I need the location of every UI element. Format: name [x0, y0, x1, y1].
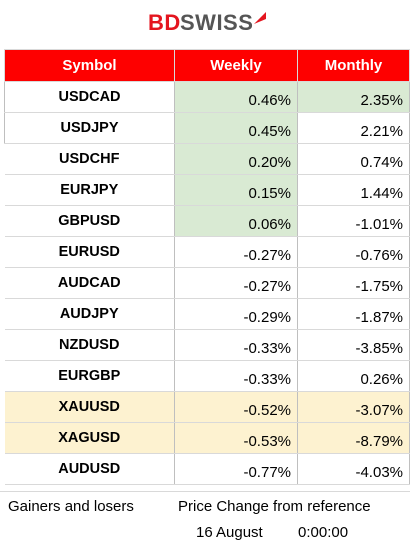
cell-weekly: 0.46%: [174, 81, 298, 113]
arrow-mark-icon: [254, 12, 266, 24]
table-row: EURJPY 0.15% 1.44%: [4, 174, 410, 206]
table-row: AUDJPY -0.29% -1.87%: [4, 298, 410, 330]
table-row: XAGUSD -0.53% -8.79%: [4, 422, 410, 454]
cell-monthly: -8.79%: [297, 422, 410, 454]
header-weekly: Weekly: [174, 49, 298, 82]
cell-monthly: 0.26%: [297, 360, 410, 392]
cell-symbol: AUDJPY: [4, 298, 175, 330]
table-row: USDCAD 0.46% 2.35%: [4, 81, 410, 113]
cell-symbol: AUDUSD: [4, 453, 175, 485]
cell-monthly: 2.35%: [297, 81, 410, 113]
cell-symbol: USDJPY: [4, 112, 175, 144]
cell-monthly: -3.07%: [297, 391, 410, 423]
cell-monthly: -3.85%: [297, 329, 410, 361]
cell-symbol: USDCAD: [4, 81, 175, 113]
footer-date: 16 August: [196, 524, 263, 541]
cell-monthly: -0.76%: [297, 236, 410, 268]
fx-performance-table: Symbol Weekly Monthly USDCAD 0.46% 2.35% US…: [4, 49, 410, 485]
cell-weekly: 0.45%: [174, 112, 298, 144]
cell-symbol: EURUSD: [4, 236, 175, 268]
cell-symbol: EURGBP: [4, 360, 175, 392]
cell-monthly: 0.74%: [297, 143, 410, 175]
header-monthly: Monthly: [297, 49, 410, 82]
header-symbol: Symbol: [4, 49, 175, 82]
cell-symbol: NZDUSD: [4, 329, 175, 361]
cell-weekly: -0.29%: [174, 298, 298, 330]
cell-weekly: -0.33%: [174, 360, 298, 392]
cell-monthly: -1.01%: [297, 205, 410, 237]
cell-monthly: 1.44%: [297, 174, 410, 206]
cell-monthly: 2.21%: [297, 112, 410, 144]
footer-label: Gainers and losers: [8, 498, 134, 515]
cell-weekly: -0.53%: [174, 422, 298, 454]
cell-weekly: -0.52%: [174, 391, 298, 423]
cell-weekly: 0.15%: [174, 174, 298, 206]
cell-symbol: EURJPY: [4, 174, 175, 206]
cell-symbol: GBPUSD: [4, 205, 175, 237]
table-row: AUDUSD -0.77% -4.03%: [4, 453, 410, 485]
table-row: GBPUSD 0.06% -1.01%: [4, 205, 410, 237]
logo-bd: BD: [148, 10, 181, 35]
cell-monthly: -4.03%: [297, 453, 410, 485]
cell-symbol: AUDCAD: [4, 267, 175, 299]
cell-symbol: XAGUSD: [4, 422, 175, 454]
table-row: USDCHF 0.20% 0.74%: [4, 143, 410, 175]
logo-swiss: SWISS: [180, 10, 254, 35]
cell-weekly: -0.77%: [174, 453, 298, 485]
footer-divider: [0, 491, 410, 492]
footer-time: 0:00:00: [298, 524, 349, 541]
table-row: XAUUSD -0.52% -3.07%: [4, 391, 410, 423]
cell-weekly: -0.27%: [174, 267, 298, 299]
bdswiss-logo: BD SWISS: [0, 0, 410, 44]
cell-weekly: 0.06%: [174, 205, 298, 237]
cell-monthly: -1.87%: [297, 298, 410, 330]
cell-monthly: -1.75%: [297, 267, 410, 299]
footer-reference: Price Change from reference: [178, 498, 371, 515]
table-row: EURGBP -0.33% 0.26%: [4, 360, 410, 392]
cell-weekly: -0.33%: [174, 329, 298, 361]
cell-symbol: USDCHF: [4, 143, 175, 175]
cell-symbol: XAUUSD: [4, 391, 175, 423]
table-header-row: Symbol Weekly Monthly: [4, 49, 410, 82]
cell-weekly: 0.20%: [174, 143, 298, 175]
table-row: AUDCAD -0.27% -1.75%: [4, 267, 410, 299]
cell-weekly: -0.27%: [174, 236, 298, 268]
table-row: EURUSD -0.27% -0.76%: [4, 236, 410, 268]
table-row: NZDUSD -0.33% -3.85%: [4, 329, 410, 361]
table-row: USDJPY 0.45% 2.21%: [4, 112, 410, 144]
